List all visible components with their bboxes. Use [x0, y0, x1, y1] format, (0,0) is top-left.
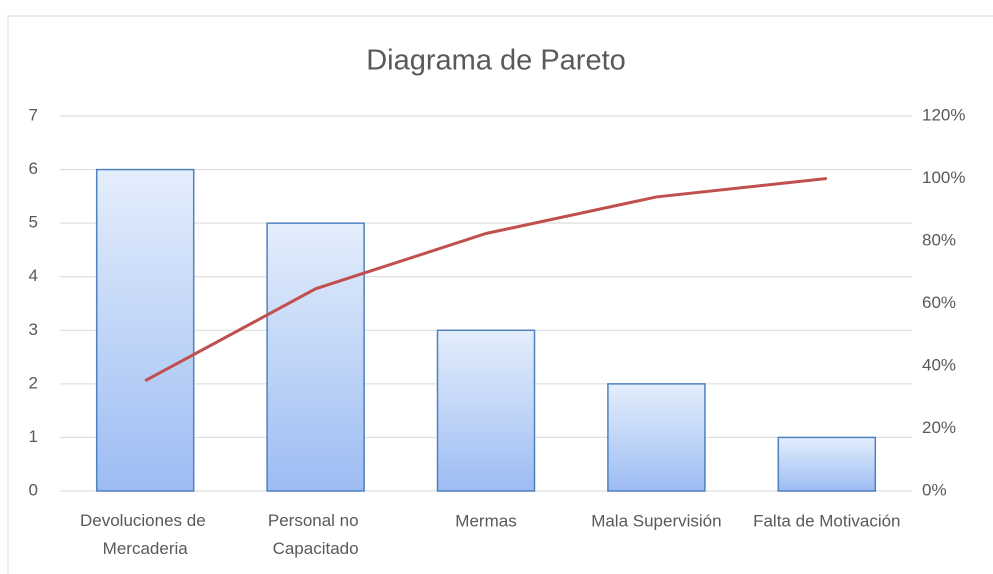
y2-tick-label: 60%: [922, 293, 956, 312]
y2-tick-label: 120%: [922, 105, 965, 124]
bar: [777, 436, 877, 492]
x-tick-label: Falta de Motivación: [753, 511, 900, 530]
bar: [607, 383, 706, 492]
bar: [436, 329, 536, 492]
y-tick-label: 7: [29, 105, 38, 124]
chart-title: Diagrama de Pareto: [366, 45, 626, 77]
y-tick-label: 1: [29, 427, 38, 446]
x-tick-label: Devoluciones de Mercaderia: [80, 511, 210, 558]
y-tick-label: 5: [29, 213, 38, 232]
y2-tick-label: 20%: [922, 418, 956, 437]
y2-tick-label: 0%: [922, 480, 947, 499]
x-tick-label: Personal no Capacitado: [268, 511, 363, 558]
y-tick-label: 4: [29, 266, 38, 285]
x-tick-label: Mermas: [455, 511, 516, 530]
y2-tick-label: 80%: [922, 230, 956, 249]
y2-tick-label: 40%: [922, 355, 956, 374]
y-tick-label: 6: [29, 159, 38, 178]
y-tick-label: 3: [29, 320, 38, 339]
y2-tick-label: 100%: [922, 168, 965, 187]
cumulative-line: [144, 177, 827, 383]
y-tick-label: 0: [29, 480, 38, 499]
x-tick-label: Mala Supervisión: [591, 511, 721, 530]
y-tick-label: 2: [29, 373, 38, 392]
bar: [266, 222, 365, 492]
bar: [95, 168, 195, 492]
